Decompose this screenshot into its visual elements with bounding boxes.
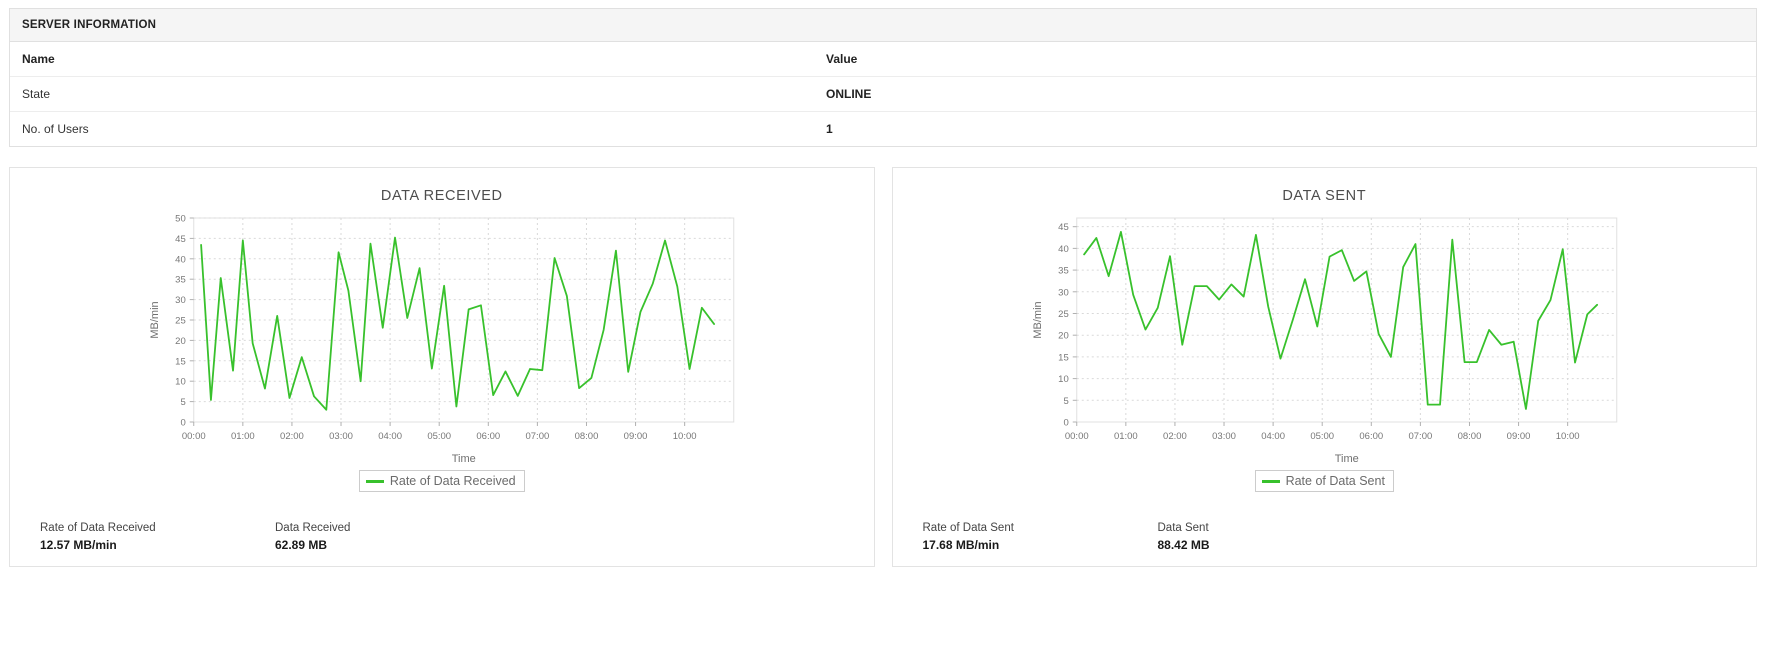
line-chart-svg-data-received: 0 5 10 15 20 25 30 35 40 45 50 00:00 01:00 02:00 03:00…	[149, 214, 735, 465]
data-sent-card: DATA SENT 0 5 10 15 20 25 30 35 40 45 00:00 01:00 02…	[891, 167, 1757, 567]
stat-value: 17.68 MB/min	[922, 538, 1000, 552]
svg-text:35: 35	[175, 275, 186, 286]
svg-text:MB/min: MB/min	[149, 301, 161, 338]
charts-row: DATA RECEIVED 0 5 10 15 20 25 30 35 40 45 50 00:00 0…	[9, 167, 1757, 567]
svg-text:07:00: 07:00	[525, 431, 549, 442]
svg-text:Time: Time	[452, 453, 476, 465]
svg-text:02:00: 02:00	[280, 431, 304, 442]
svg-text:Time: Time	[1334, 453, 1358, 465]
svg-text:02:00: 02:00	[1163, 431, 1187, 442]
stat-value: 62.89 MB	[275, 538, 328, 552]
svg-text:50: 50	[175, 214, 186, 225]
svg-text:40: 40	[1058, 244, 1069, 255]
svg-text:0: 0	[180, 418, 185, 429]
svg-text:03:00: 03:00	[1212, 431, 1236, 442]
svg-text:10: 10	[175, 377, 186, 388]
svg-text:09:00: 09:00	[624, 431, 648, 442]
svg-text:15: 15	[1058, 352, 1069, 363]
svg-text:06:00: 06:00	[1359, 431, 1383, 442]
table-header-row: Name Value	[10, 42, 1756, 77]
svg-text:35: 35	[1058, 266, 1069, 277]
legend-line-icon	[365, 479, 384, 483]
row-value-state: ONLINE	[814, 76, 1756, 112]
svg-text:30: 30	[175, 295, 186, 306]
svg-text:5: 5	[1063, 396, 1068, 407]
svg-text:45: 45	[175, 234, 186, 245]
row-label-state: State	[10, 76, 814, 112]
chart-title-data-sent: DATA SENT	[1282, 188, 1367, 204]
table-row: State ONLINE	[10, 76, 1756, 112]
server-information-table: Name Value State ONLINE No. of Users 1	[10, 42, 1756, 146]
chart-title-data-received: DATA RECEIVED	[380, 188, 503, 204]
stat-rate-of-data-received: Rate of Data Received 12.57 MB/min	[10, 522, 245, 552]
server-information-panel: SERVER INFORMATION Name Value State ONLI…	[9, 8, 1757, 147]
stat-data-sent: Data Sent 88.42 MB	[1128, 522, 1210, 552]
svg-text:00:00: 00:00	[182, 431, 206, 442]
stat-label: Rate of Data Received	[40, 522, 156, 534]
stat-label: Data Received	[275, 522, 351, 534]
stat-label: Rate of Data Sent	[922, 522, 1014, 534]
row-value-no-of-users: 1	[826, 122, 833, 136]
data-sent-stats: Rate of Data Sent 17.68 MB/min Data Sent…	[893, 522, 1757, 566]
table-row: No. of Users 1	[10, 112, 1756, 147]
chart-legend-data-sent: Rate of Data Sent	[893, 470, 1757, 492]
row-label-no-of-users: No. of Users	[22, 122, 89, 136]
svg-text:MB/min: MB/min	[1031, 301, 1043, 338]
svg-text:10:00: 10:00	[1555, 431, 1579, 442]
legend-item[interactable]: Rate of Data Received	[358, 470, 525, 492]
data-received-card: DATA RECEIVED 0 5 10 15 20 25 30 35 40 45 50 00:00 0…	[9, 167, 875, 567]
svg-text:06:00: 06:00	[476, 431, 500, 442]
svg-text:05:00: 05:00	[427, 431, 451, 442]
data-received-stats: Rate of Data Received 12.57 MB/min Data …	[10, 522, 874, 566]
legend-line-icon	[1261, 479, 1280, 483]
svg-text:5: 5	[180, 397, 185, 408]
svg-text:08:00: 08:00	[575, 431, 599, 442]
chart-plot-data-sent: 0 5 10 15 20 25 30 35 40 45 00:00 01:00 02:00 03:00 04…	[893, 210, 1757, 468]
svg-text:07:00: 07:00	[1408, 431, 1432, 442]
svg-text:00:00: 00:00	[1064, 431, 1088, 442]
svg-text:20: 20	[1058, 331, 1069, 342]
svg-text:30: 30	[1058, 287, 1069, 298]
svg-text:20: 20	[175, 336, 186, 347]
svg-text:40: 40	[175, 254, 186, 265]
stat-rate-of-data-sent: Rate of Data Sent 17.68 MB/min	[893, 522, 1128, 552]
column-header-value: Value	[814, 42, 1756, 77]
svg-text:25: 25	[1058, 309, 1069, 320]
svg-text:05:00: 05:00	[1310, 431, 1334, 442]
svg-text:10: 10	[1058, 374, 1069, 385]
legend-label: Rate of Data Received	[389, 474, 516, 488]
svg-text:15: 15	[175, 356, 186, 367]
svg-text:08:00: 08:00	[1457, 431, 1481, 442]
svg-text:25: 25	[175, 316, 186, 327]
stat-data-received: Data Received 62.89 MB	[245, 522, 350, 552]
svg-text:04:00: 04:00	[1261, 431, 1285, 442]
svg-text:0: 0	[1063, 418, 1068, 429]
stat-value: 12.57 MB/min	[40, 538, 117, 552]
chart-plot-data-received: 0 5 10 15 20 25 30 35 40 45 50 00:00 01:00 02:00 03:00…	[10, 210, 874, 468]
svg-text:01:00: 01:00	[231, 431, 255, 442]
svg-text:03:00: 03:00	[329, 431, 353, 442]
chart-legend-data-received: Rate of Data Received	[10, 470, 874, 492]
svg-text:09:00: 09:00	[1506, 431, 1530, 442]
stat-label: Data Sent	[1157, 522, 1209, 534]
panel-header: SERVER INFORMATION	[10, 9, 1756, 42]
svg-text:04:00: 04:00	[378, 431, 402, 442]
legend-label: Rate of Data Sent	[1285, 474, 1385, 488]
line-chart-svg-data-sent: 0 5 10 15 20 25 30 35 40 45 00:00 01:00 02:00 03:00 04…	[1031, 217, 1617, 465]
column-header-name: Name	[10, 42, 814, 77]
svg-text:45: 45	[1058, 222, 1069, 233]
svg-text:10:00: 10:00	[673, 431, 697, 442]
svg-text:01:00: 01:00	[1113, 431, 1137, 442]
legend-item[interactable]: Rate of Data Sent	[1254, 470, 1394, 492]
stat-value: 88.42 MB	[1157, 538, 1210, 552]
